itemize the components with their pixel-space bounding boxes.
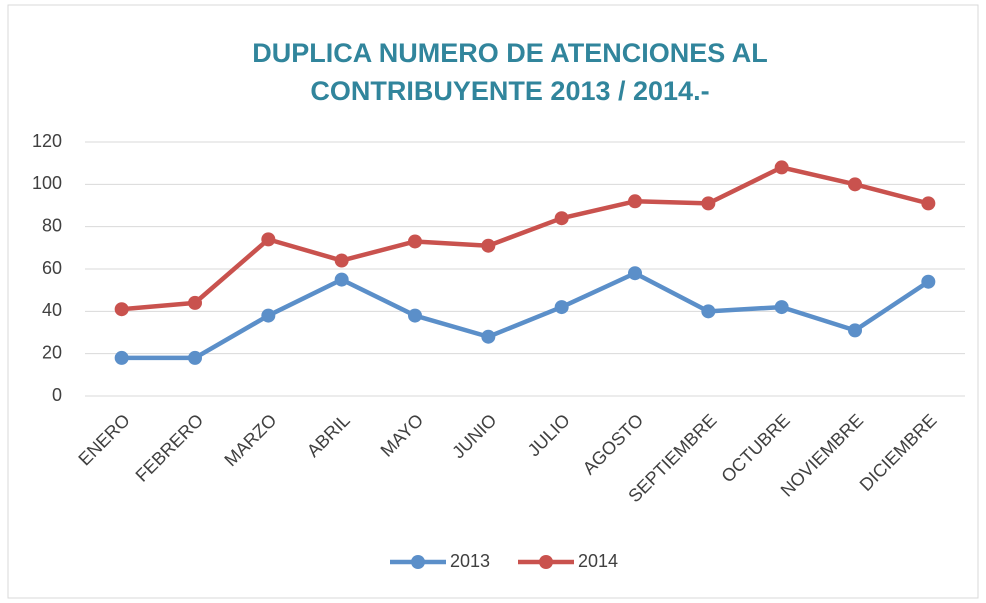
point (628, 266, 642, 281)
x-tick-label: MARZO (220, 410, 280, 470)
point (261, 308, 276, 323)
point (701, 304, 716, 319)
series-line (121, 165, 929, 312)
y-tick-label: 120 (32, 131, 62, 151)
y-tick-label: 20 (42, 342, 62, 362)
legend-marker (411, 555, 425, 569)
x-tick-label: ENERO (74, 410, 133, 469)
point (554, 300, 569, 315)
point (628, 194, 642, 209)
x-tick-label: DICIEMBRE (856, 410, 941, 495)
point (334, 272, 349, 287)
legend-marker (539, 555, 553, 569)
y-tick-label: 100 (32, 173, 62, 193)
point (188, 295, 202, 310)
point (701, 196, 716, 211)
point (848, 177, 862, 192)
point (188, 350, 202, 365)
point (334, 253, 349, 268)
point (481, 238, 496, 253)
y-tick-label: 40 (42, 300, 62, 320)
point (114, 350, 129, 365)
chart-border (7, 4, 979, 599)
chart-title: DUPLICA NUMERO DE ATENCIONES AL CONTRIBU… (252, 38, 768, 106)
y-tick-label: 0 (52, 385, 62, 405)
y-tick-label: 80 (42, 215, 62, 235)
legend-label: 2014 (578, 551, 618, 571)
point (261, 232, 276, 247)
x-tick-label: JULIO (524, 410, 574, 460)
point (408, 308, 422, 323)
x-tick-label: JUNIO (448, 410, 500, 462)
point (921, 274, 936, 289)
point (774, 160, 789, 175)
legend-label: 2013 (450, 551, 490, 571)
series-line (121, 270, 930, 361)
point (408, 234, 422, 249)
point (848, 323, 862, 338)
x-tick-label: MAYO (377, 410, 428, 461)
point (774, 300, 789, 315)
x-tick-label: FEBRERO (132, 410, 208, 486)
point (481, 329, 496, 344)
x-tick-label: OCTUBRE (717, 410, 793, 486)
point (921, 196, 936, 211)
y-tick-label: 60 (42, 258, 62, 278)
point (554, 211, 569, 226)
x-tick-label: AGOSTO (579, 410, 647, 478)
point (114, 302, 129, 317)
x-tick-label: ABRIL (303, 410, 354, 461)
